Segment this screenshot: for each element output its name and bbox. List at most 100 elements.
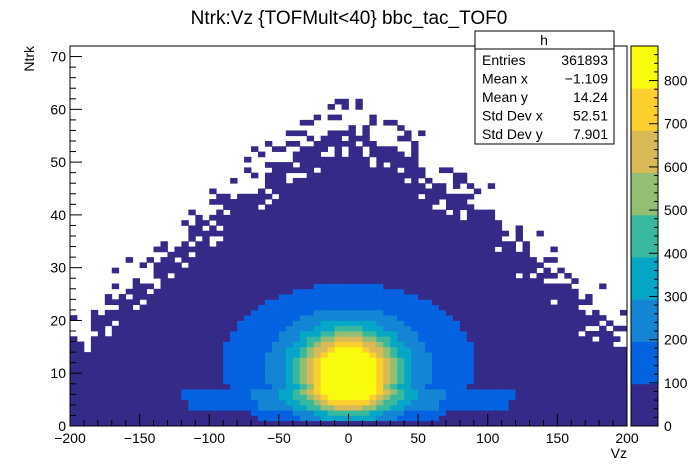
heatmap-cell — [132, 378, 141, 385]
heatmap-cell — [244, 220, 252, 226]
heatmap-cell — [327, 114, 335, 121]
heatmap-cell — [536, 320, 544, 327]
heatmap-cell — [362, 130, 370, 137]
heatmap-cell — [299, 294, 308, 300]
heatmap-cell — [480, 315, 489, 321]
heatmap-cell — [404, 236, 412, 242]
heatmap-cell — [341, 104, 349, 110]
heatmap-cell — [564, 373, 572, 379]
heatmap-cell — [125, 315, 134, 321]
heatmap-cell — [257, 399, 266, 406]
heatmap-cell — [104, 399, 113, 406]
heatmap-cell — [125, 420, 134, 427]
stats-box-title: h — [540, 32, 548, 48]
heatmap-cell — [90, 383, 99, 390]
heatmap-cell — [188, 410, 196, 416]
heatmap-cell — [452, 367, 461, 374]
heatmap-cell — [341, 325, 349, 332]
heatmap-cell — [216, 352, 224, 358]
heatmap-cell — [369, 119, 377, 126]
heatmap-cell — [146, 299, 154, 306]
heatmap-cell — [418, 188, 426, 195]
heatmap-cell — [411, 378, 419, 385]
heatmap-cell — [167, 399, 175, 406]
heatmap-cell — [439, 320, 447, 327]
heatmap-cell — [313, 404, 322, 411]
heatmap-cell — [445, 304, 454, 311]
heatmap-cell — [139, 404, 147, 411]
heatmap-cell — [557, 410, 565, 416]
heatmap-cell — [459, 315, 468, 321]
heatmap-cell — [292, 362, 301, 369]
heatmap-cell — [348, 125, 356, 131]
heatmap-cell — [571, 367, 579, 374]
heatmap-cell — [209, 283, 217, 290]
heatmap-cell — [418, 320, 426, 327]
heatmap-cell — [418, 373, 426, 379]
heatmap-cell — [466, 272, 475, 279]
heatmap-cell — [613, 394, 621, 401]
heatmap-cell — [369, 214, 377, 221]
heatmap-cell — [459, 225, 468, 232]
heatmap-cell — [606, 320, 614, 327]
heatmap-cell — [529, 320, 537, 327]
heatmap-cell — [209, 262, 217, 269]
heatmap-cell — [160, 257, 168, 263]
heatmap-cell — [515, 267, 523, 274]
heatmap-cell — [383, 220, 391, 226]
heatmap-cell — [487, 341, 496, 348]
heatmap-cell — [564, 325, 572, 332]
heatmap-cell — [362, 357, 370, 364]
heatmap-cell — [550, 373, 558, 379]
heatmap-cell — [578, 394, 586, 401]
heatmap-cell — [70, 415, 78, 422]
heatmap-cell — [244, 383, 252, 390]
heatmap-cell — [473, 346, 482, 353]
heatmap-cell — [111, 336, 120, 342]
heatmap-cell — [522, 246, 530, 253]
heatmap-cell — [369, 151, 377, 158]
heatmap-cell — [536, 362, 544, 369]
heatmap-cell — [501, 257, 510, 263]
heatmap-cell — [487, 320, 496, 327]
heatmap-cell — [257, 389, 266, 395]
heatmap-cell — [257, 236, 266, 242]
heatmap-cell — [320, 352, 329, 358]
heatmap-cell — [411, 299, 419, 306]
heatmap-cell — [383, 246, 391, 253]
heatmap-cell — [209, 304, 217, 311]
heatmap-cell — [348, 220, 356, 226]
heatmap-cell — [334, 283, 342, 290]
heatmap-cell — [411, 278, 419, 284]
heatmap-cell — [355, 304, 363, 311]
heatmap-cell — [613, 415, 621, 422]
heatmap-cell — [390, 362, 398, 369]
stats-row-label: Entries — [482, 52, 526, 68]
heatmap-cell — [432, 246, 440, 253]
heatmap-cell — [299, 177, 308, 184]
heatmap-cell — [383, 325, 391, 332]
heatmap-cell — [264, 278, 273, 284]
heatmap-cell — [237, 315, 245, 321]
heatmap-cell — [306, 236, 315, 242]
heatmap-cell — [411, 236, 419, 242]
heatmap-cell — [411, 420, 419, 427]
heatmap-cell — [320, 331, 329, 337]
heatmap-cell — [383, 262, 391, 269]
heatmap-cell — [376, 383, 384, 390]
heatmap-cell — [404, 262, 412, 269]
heatmap-cell — [195, 283, 203, 290]
heatmap-cell — [334, 378, 342, 385]
heatmap-cell — [167, 331, 175, 337]
heatmap-cell — [181, 378, 189, 385]
heatmap-cell — [278, 177, 287, 184]
heatmap-cell — [146, 325, 154, 332]
heatmap-cell — [418, 267, 426, 274]
heatmap-cell — [515, 236, 523, 242]
heatmap-cell — [362, 199, 370, 205]
heatmap-cell — [439, 383, 447, 390]
heatmap-cell — [397, 257, 405, 263]
heatmap-cell — [160, 336, 168, 342]
heatmap-cell — [439, 220, 447, 226]
heatmap-cell — [529, 288, 537, 295]
